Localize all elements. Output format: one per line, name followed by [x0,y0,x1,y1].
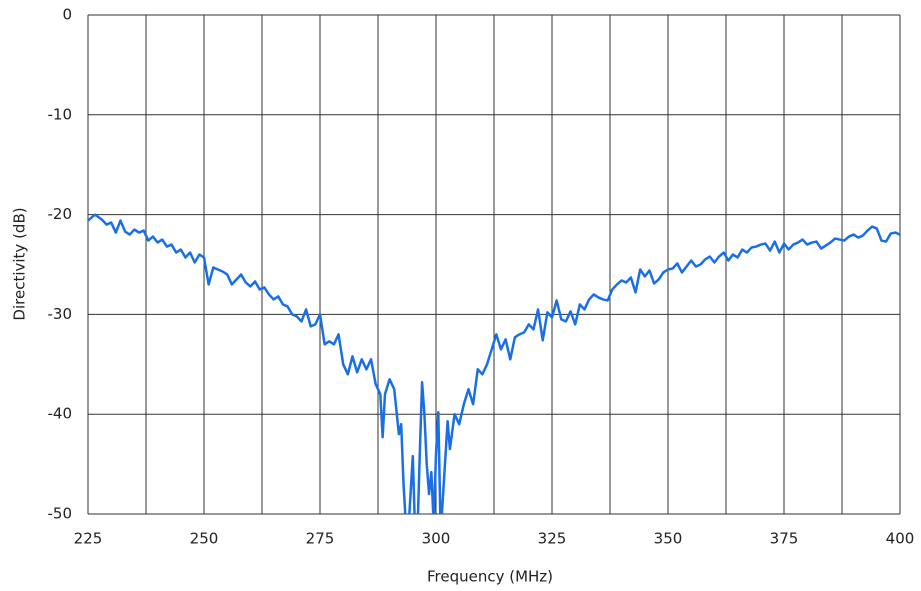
y-tick-label: 0 [62,6,72,24]
y-tick-label: -30 [48,305,73,323]
y-axis-label: Directivity (dB) [11,207,29,320]
x-tick-label: 375 [770,530,799,548]
x-tick-label: 400 [886,530,915,548]
x-tick-label: 275 [306,530,335,548]
y-tick-label: -40 [48,405,73,423]
y-tick-label: -10 [48,105,73,123]
y-tick-label: -20 [48,205,73,223]
x-tick-label: 225 [74,530,103,548]
x-tick-label: 250 [190,530,219,548]
x-axis-label: Frequency (MHz) [427,568,553,586]
y-tick-label: -50 [48,505,73,523]
x-tick-label: 325 [538,530,567,548]
data-line [88,213,900,514]
x-tick-label: 300 [422,530,451,548]
x-tick-label: 350 [654,530,683,548]
